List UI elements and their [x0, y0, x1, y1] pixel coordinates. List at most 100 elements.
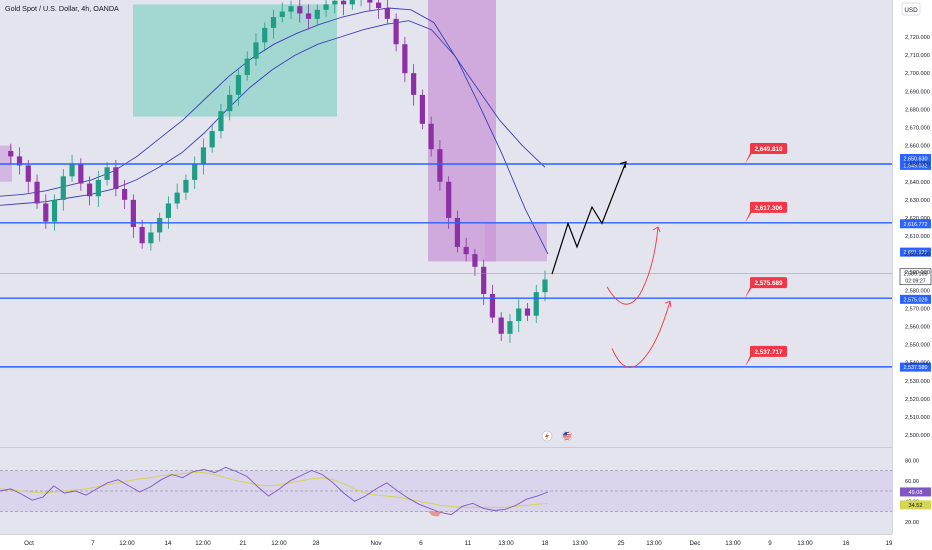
- time-tick-label: Oct: [24, 540, 34, 547]
- time-tick-label: 21: [240, 540, 247, 547]
- candle-body: [174, 192, 180, 204]
- teal-zone: [133, 4, 337, 117]
- level-label-pointer: [745, 152, 752, 164]
- candle-body: [157, 217, 163, 233]
- level-label: 2,575.689: [754, 280, 783, 287]
- candle-body: [104, 167, 110, 180]
- rsi-signal-badge: [900, 500, 931, 510]
- candle-body: [542, 279, 548, 293]
- price-tick-label: 2,530.000: [905, 379, 930, 385]
- ma-badge: [900, 247, 931, 257]
- time-tick-label: 12:00: [195, 540, 211, 547]
- candle-body: [122, 188, 128, 200]
- candle-body: [489, 293, 496, 318]
- candle-body: [498, 317, 504, 334]
- time-tick-label: 13:00: [498, 540, 514, 547]
- level-label-box: [750, 201, 787, 213]
- current-price-label: 2,589.165: [904, 271, 928, 277]
- candle-body: [481, 266, 487, 294]
- candle-body: [86, 183, 93, 197]
- level-price-badge-label: 2,575.029: [904, 297, 928, 303]
- price-tick-label: 2,710.000: [905, 53, 930, 59]
- currency-button[interactable]: [901, 2, 921, 16]
- projection-curve-arrowhead: [664, 300, 672, 308]
- projection-arrowhead: [619, 160, 627, 168]
- candle-body: [332, 0, 338, 5]
- price-tick-label: 2,610.000: [905, 234, 930, 240]
- level-price-badge: [900, 219, 931, 229]
- level-price-badge: [900, 294, 931, 304]
- price-tick-label: 2,500.000: [905, 433, 930, 439]
- purple-zone-recent: [485, 223, 547, 262]
- chart-title: Gold Spot / U.S. Dollar, 4h, OANDA: [5, 4, 119, 13]
- candle-body: [69, 163, 75, 177]
- rsi-value-label: 49.08: [909, 490, 923, 496]
- candle-body: [192, 163, 198, 180]
- candle-body: [367, 0, 373, 3]
- time-axis[interactable]: [0, 534, 932, 550]
- projection-drawings: [551, 160, 672, 368]
- candle-body: [288, 6, 294, 12]
- candle-body: [34, 181, 40, 204]
- time-tick-label: 19: [886, 540, 893, 547]
- price-axis[interactable]: [892, 0, 932, 534]
- candle-body: [524, 308, 531, 316]
- level-label: 2,649.810: [754, 146, 783, 153]
- candle-body: [437, 149, 443, 182]
- candle-body: [244, 58, 250, 75]
- time-tick-label: 16: [843, 540, 850, 547]
- candle-body: [375, 2, 382, 9]
- candle-body: [60, 176, 66, 200]
- level-price-badge-label: 2,650.630: [904, 157, 928, 163]
- price-tick-label: 2,650.000: [905, 162, 930, 168]
- candle-body: [446, 181, 452, 218]
- time-tick-label: 14: [165, 540, 172, 547]
- price-axis-ticks: 2,720.000 2,710.000 2,700.000 2,690.000 2,68…: [905, 35, 930, 439]
- candle-body: [419, 94, 425, 124]
- rsi-signal-line: [0, 472, 549, 508]
- candle-body: [183, 179, 189, 193]
- candle-body: [297, 6, 303, 14]
- price-tick-label: 2,540.000: [905, 361, 930, 367]
- candle-body: [384, 8, 390, 19]
- candle-body: [463, 246, 469, 255]
- time-tick-label: Dec: [689, 540, 700, 547]
- price-tick-label: 2,550.000: [905, 343, 930, 349]
- level-label-box: [750, 277, 787, 289]
- price-tick-label: 2,560.000: [905, 325, 930, 331]
- price-tick-label: 2,720.000: [905, 35, 930, 41]
- ma-badge-label: 2,601.121: [904, 250, 928, 256]
- level-label: 2,617.306: [754, 205, 783, 212]
- price-tick-label: 2,590.000: [905, 270, 930, 276]
- price-tick-label: 2,700.000: [905, 71, 930, 77]
- candle-body: [218, 111, 224, 132]
- price-tick-label: 2,580.000: [905, 288, 930, 294]
- time-tick-label: 13:00: [646, 540, 662, 547]
- level-label-box: [750, 142, 787, 154]
- time-tick-label: 18: [542, 540, 549, 547]
- candle-body: [411, 73, 417, 95]
- level-price-badge-label: 2,537.580: [904, 365, 928, 371]
- candle-body: [533, 292, 539, 316]
- candle-body: [279, 11, 285, 18]
- candle-body: [323, 4, 329, 10]
- candle-body: [43, 203, 49, 222]
- candle-body: [262, 27, 268, 43]
- currency-label: USD: [904, 7, 918, 14]
- rsi-line: [0, 466, 549, 516]
- current-price-badge: [899, 268, 932, 286]
- candle-body: [165, 203, 172, 218]
- candle-body: [95, 179, 101, 197]
- candle-body: [454, 217, 461, 247]
- time-tick-label: 12:00: [119, 540, 135, 547]
- us-flag-icon[interactable]: [561, 430, 573, 442]
- lightning-icon[interactable]: [541, 430, 553, 442]
- projection-curve: [606, 226, 659, 305]
- time-tick-label: 13:00: [725, 540, 741, 547]
- price-tick-label: 2,680.000: [905, 107, 930, 113]
- level-price-badge-label: 2,649.032: [904, 163, 928, 169]
- candle-body: [25, 165, 31, 182]
